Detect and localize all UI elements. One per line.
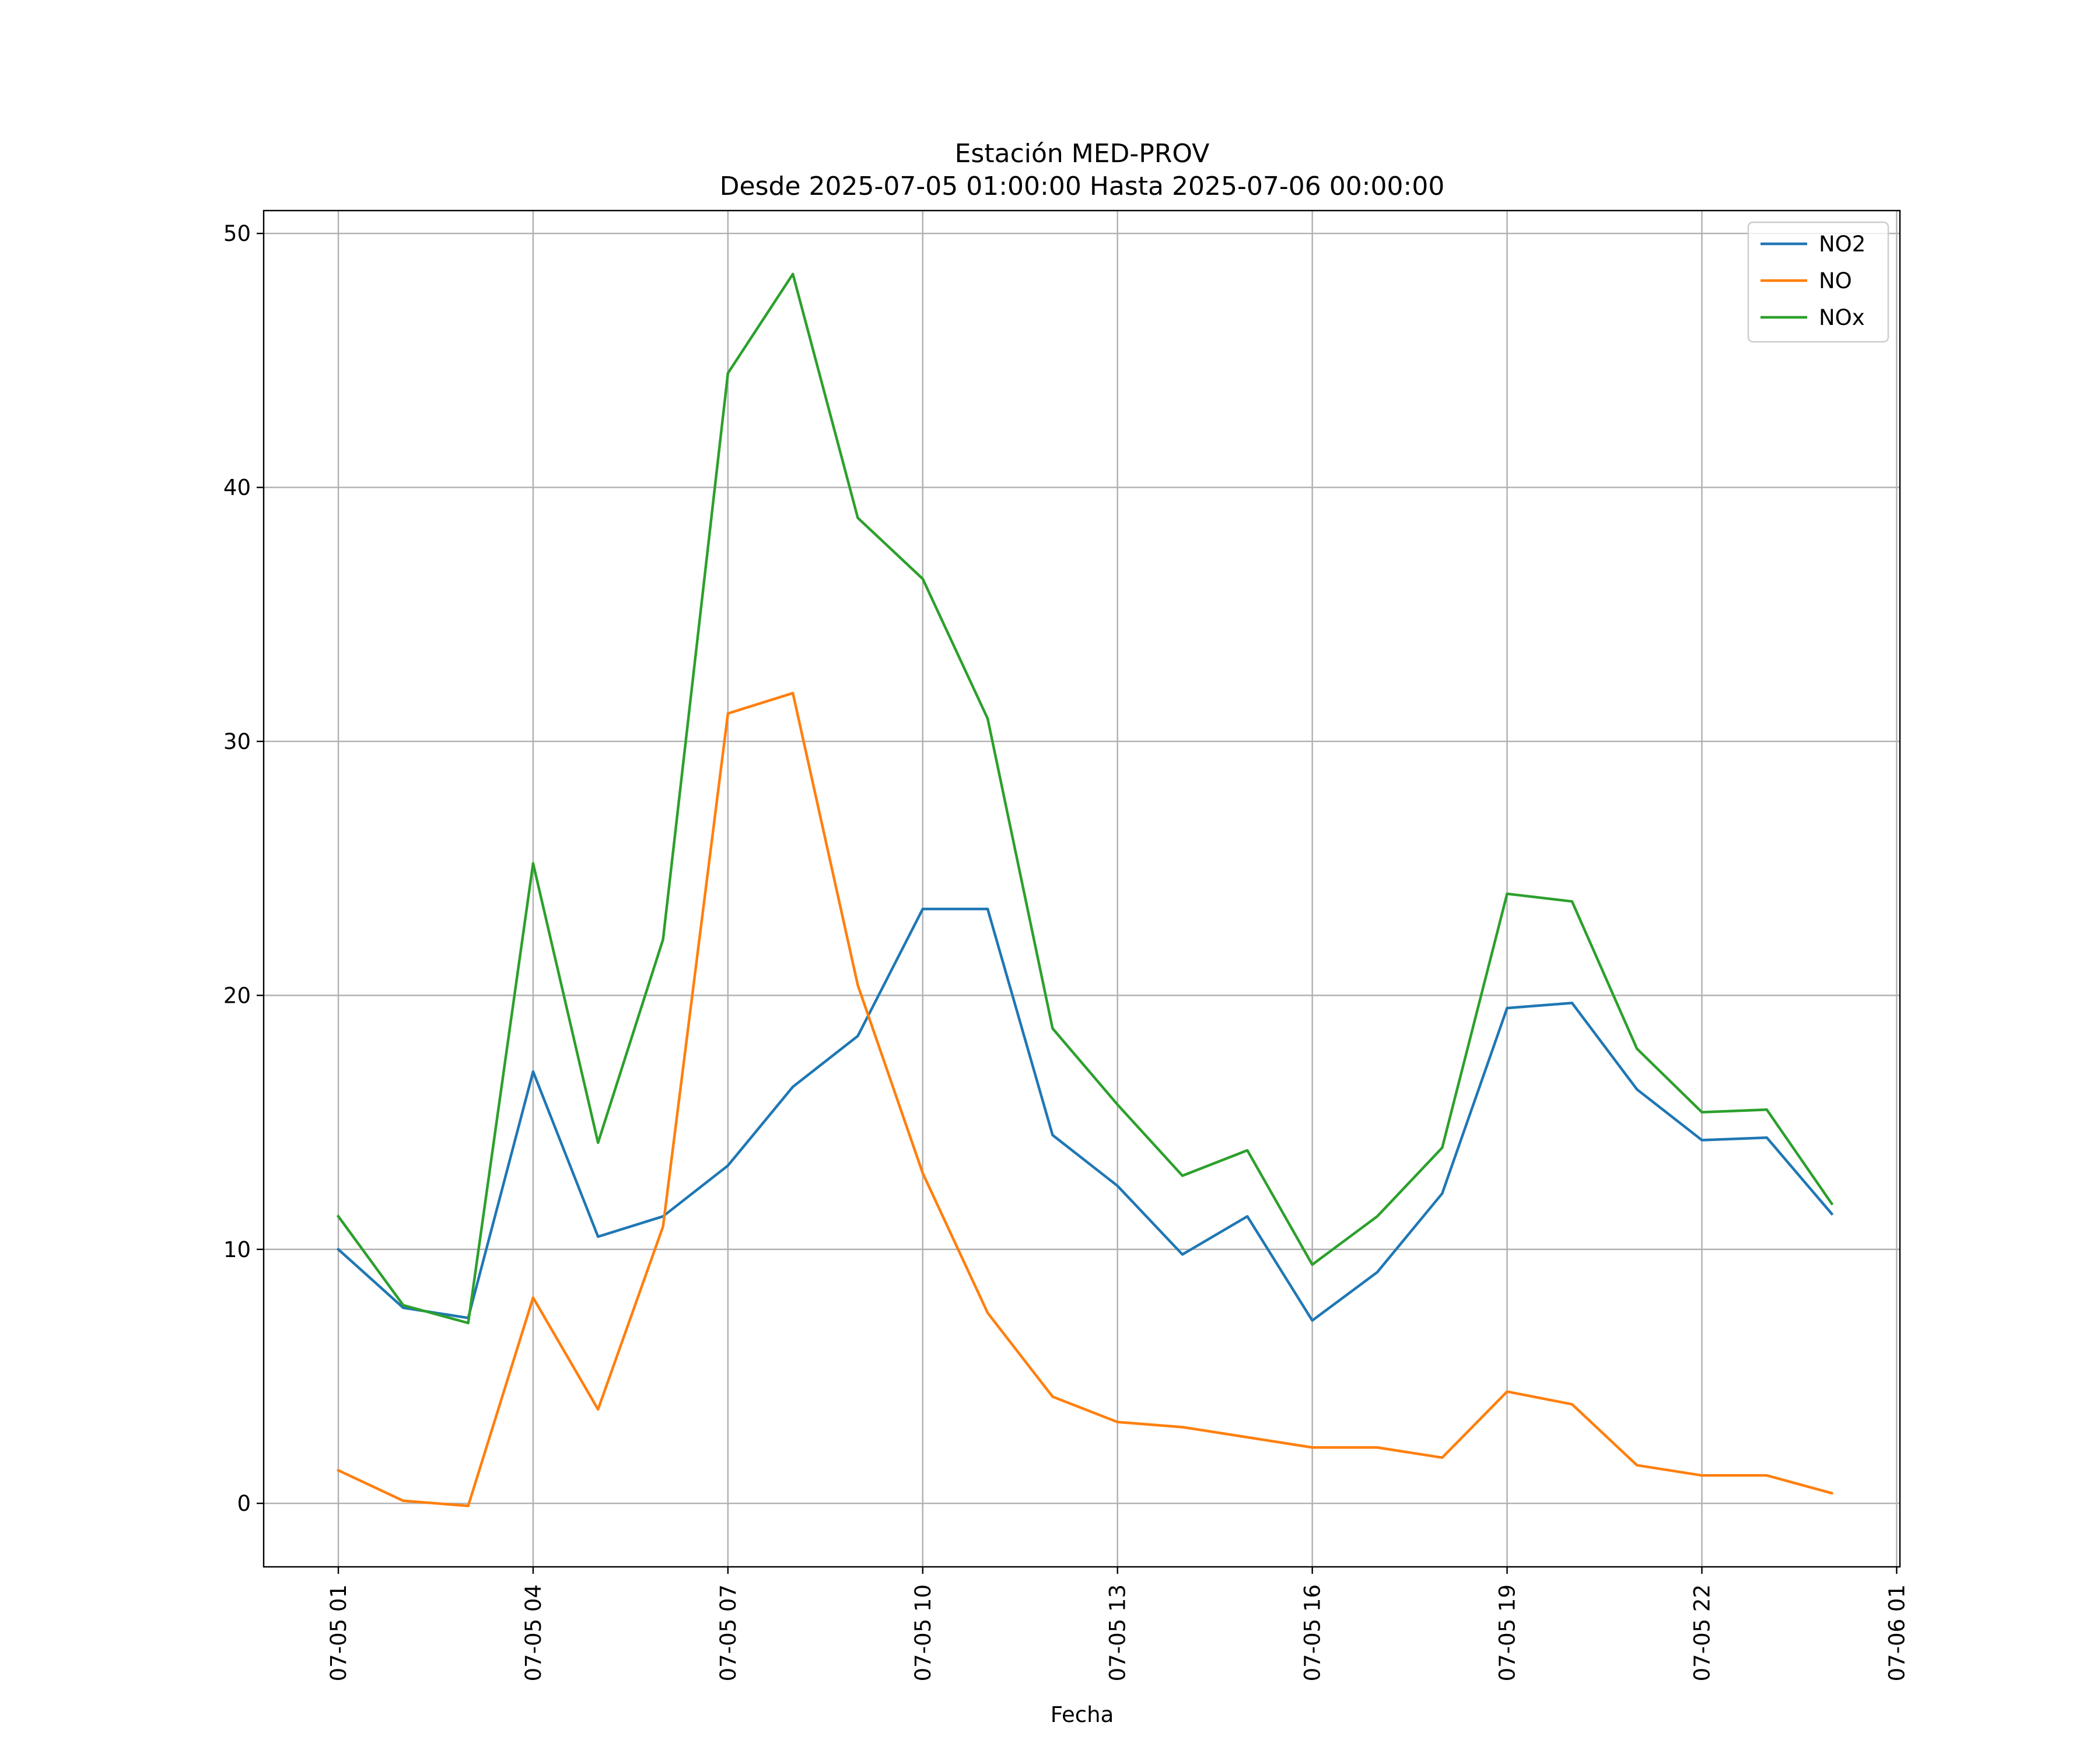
series-line-nox [336,272,1834,1325]
y-tick-label: 40 [223,475,251,501]
legend-box [1747,221,1889,343]
y-tick-label: 20 [223,983,251,1008]
legend: NO2 NO NOx [1747,221,1889,343]
y-tick-label: 0 [237,1491,251,1516]
chart-subtitle: Desde 2025-07-05 01:00:00 Hasta 2025-07-… [720,172,1445,201]
y-tick-label: 10 [223,1237,251,1262]
x-tick-label: 07-05 10 [911,1584,936,1681]
plot-frame [262,209,1901,1568]
x-tick-label: 07-05 19 [1495,1584,1520,1681]
grid-lines [264,211,1900,1567]
series-lines [336,272,1834,1507]
legend-label-no: NO [1819,268,1852,293]
legend-label-nox: NOx [1819,305,1865,330]
x-axis-label: Fecha [1051,1702,1114,1727]
x-tick-label: 07-05 07 [716,1584,741,1681]
legend-label-no2: NO2 [1819,232,1866,257]
y-axis-ticks: 0 10 20 30 40 50 [223,221,264,1516]
series-line-no2 [336,908,1834,1322]
chart-title: Estación MED-PROV [955,139,1210,169]
x-tick-label: 07-05 16 [1300,1584,1325,1681]
x-tick-label: 07-05 22 [1690,1584,1715,1681]
x-axis-ticks: 07-05 01 07-05 04 07-05 07 07-05 10 07-05 13… [326,1567,1909,1681]
x-tick-label: 07-05 04 [521,1584,546,1681]
series-line-no [337,691,1833,1507]
y-tick-label: 30 [223,729,251,754]
x-tick-label: 07-05 01 [326,1584,351,1681]
x-tick-label: 07-05 13 [1105,1584,1130,1681]
x-tick-label: 07-06 01 [1884,1584,1909,1681]
y-tick-label: 50 [223,221,251,246]
